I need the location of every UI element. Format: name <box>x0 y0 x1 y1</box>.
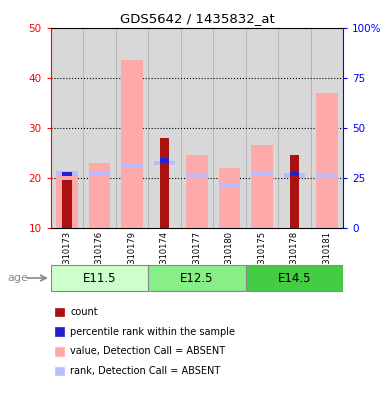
Bar <box>252 171 273 175</box>
Bar <box>116 28 148 228</box>
Bar <box>51 265 148 291</box>
Bar <box>311 28 343 228</box>
Bar <box>89 171 110 175</box>
Bar <box>246 265 343 291</box>
Bar <box>154 161 175 165</box>
Bar <box>57 171 78 175</box>
Text: value, Detection Call = ABSENT: value, Detection Call = ABSENT <box>70 346 225 356</box>
Text: percentile rank within the sample: percentile rank within the sample <box>70 327 235 337</box>
Bar <box>278 28 311 228</box>
Bar <box>213 28 246 228</box>
Bar <box>181 28 213 228</box>
Bar <box>160 158 169 163</box>
Bar <box>284 173 305 178</box>
Bar <box>290 155 299 228</box>
Bar <box>186 173 207 178</box>
Bar <box>148 265 246 291</box>
Text: E14.5: E14.5 <box>278 272 311 285</box>
Bar <box>186 155 207 228</box>
Bar <box>57 175 78 228</box>
Text: rank, Detection Call = ABSENT: rank, Detection Call = ABSENT <box>70 366 220 376</box>
Bar <box>160 138 169 228</box>
Bar <box>83 28 116 228</box>
Bar <box>51 28 83 228</box>
Bar <box>121 60 142 228</box>
Bar <box>316 93 337 228</box>
Bar <box>316 173 337 178</box>
Bar <box>121 163 142 167</box>
Text: E12.5: E12.5 <box>180 272 214 285</box>
Bar <box>290 172 299 176</box>
Text: E11.5: E11.5 <box>83 272 116 285</box>
Text: age: age <box>8 273 29 283</box>
Bar <box>219 183 240 187</box>
Bar <box>62 180 71 228</box>
Text: count: count <box>70 307 98 317</box>
Bar <box>62 172 71 176</box>
Title: GDS5642 / 1435832_at: GDS5642 / 1435832_at <box>120 12 274 25</box>
Bar <box>89 163 110 228</box>
Bar <box>252 145 273 228</box>
Bar <box>246 28 278 228</box>
Bar <box>148 28 181 228</box>
Bar <box>219 168 240 228</box>
